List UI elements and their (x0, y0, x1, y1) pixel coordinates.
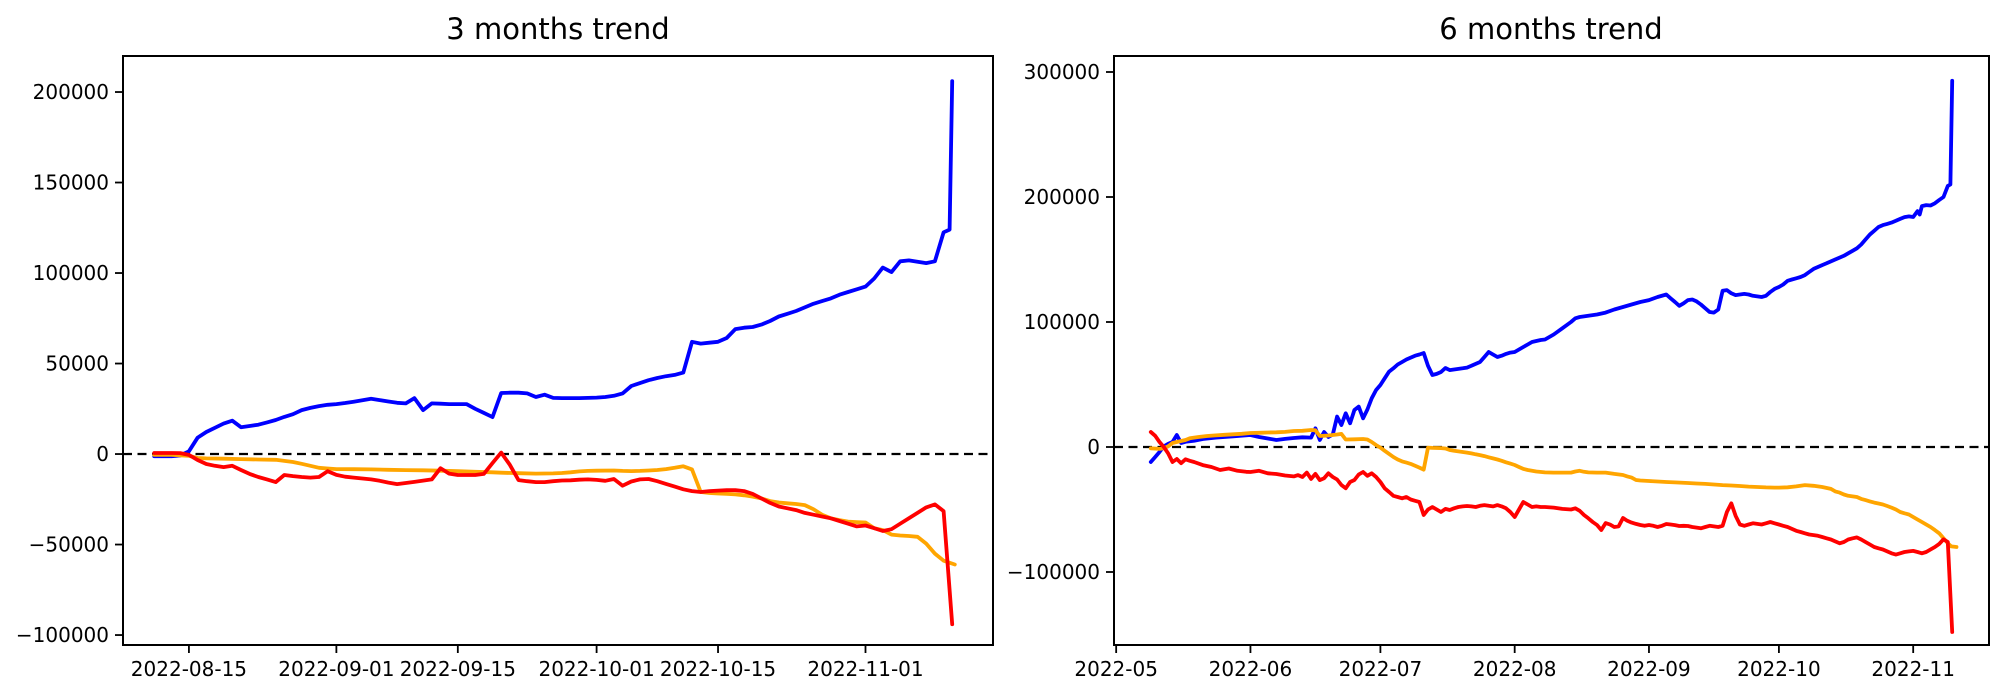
chart-panel-3-months: 3 months trend 200000 150000 100000 50000 0 −… (16, 12, 994, 681)
x-tick-label: 2022-07 (1339, 657, 1423, 681)
x-tick-label: 2022-08 (1473, 657, 1557, 681)
y-tick-label: 100000 (1024, 310, 1100, 334)
y-tick-label: 50000 (45, 352, 109, 376)
series-blue-line (1148, 78, 1955, 464)
y-tick-label: 100000 (33, 261, 109, 285)
x-tick-label: 2022-11-01 (807, 657, 923, 681)
y-tick-label: 200000 (33, 80, 109, 104)
y-tick-label: 0 (1087, 435, 1100, 459)
line-chart-3-months: 3 months trend 200000 150000 100000 50000 0 −… (16, 12, 994, 681)
x-tick-label: 2022-09-01 (278, 657, 394, 681)
plot-border (1113, 55, 1990, 646)
y-tick-label: 300000 (1024, 60, 1100, 84)
x-tick-label: 2022-05 (1074, 657, 1158, 681)
y-tick-label: 200000 (1024, 185, 1100, 209)
y-tick-label: −100000 (1007, 560, 1100, 584)
chart-panel-6-months: 6 months trend 300000 200000 100000 0 −10000… (1000, 0, 2000, 700)
plot-area-3-months: 200000 150000 100000 50000 0 −50000 −100000 202… (16, 55, 994, 681)
plot-area-6-months: 300000 200000 100000 0 −100000 2022-05 2022-06… (1007, 55, 1990, 681)
y-tick-label: −50000 (29, 533, 109, 557)
series-blue-line (152, 79, 955, 459)
x-tick-label: 2022-08-15 (131, 657, 247, 681)
line-chart-6-months: 6 months trend 300000 200000 100000 0 −10000… (1007, 12, 1990, 681)
chart-title-3-months: 3 months trend (446, 12, 669, 46)
series-orange-line (1148, 428, 1959, 549)
x-tick-label: 2022-09-15 (400, 657, 516, 681)
x-tick-label: 2022-06 (1209, 657, 1293, 681)
x-tick-label: 2022-10 (1737, 657, 1821, 681)
series-orange-line (152, 452, 957, 567)
plot-border (122, 55, 994, 646)
y-tick-label: 0 (96, 442, 109, 466)
y-tick-label: 150000 (33, 171, 109, 195)
series-red-line (1148, 430, 1955, 634)
chart-title-6-months: 6 months trend (1439, 12, 1662, 46)
x-tick-label: 2022-10-01 (538, 657, 654, 681)
series-red-line (152, 450, 955, 627)
x-tick-label: 2022-11 (1871, 657, 1955, 681)
x-tick-label: 2022-10-15 (660, 657, 776, 681)
x-tick-label: 2022-09 (1607, 657, 1691, 681)
y-tick-label: −100000 (16, 623, 109, 647)
